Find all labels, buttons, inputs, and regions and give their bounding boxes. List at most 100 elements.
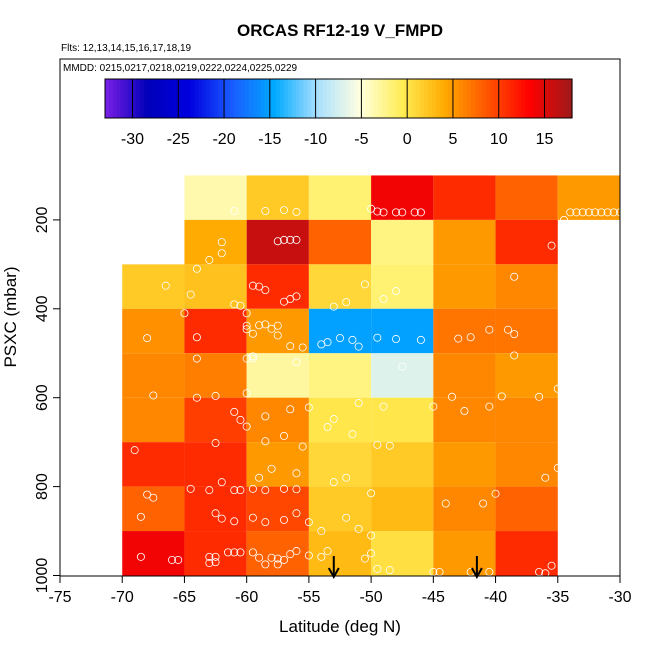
arrow-marker-0 xyxy=(327,556,340,580)
colorbar-tick-label-1: -25 xyxy=(167,131,190,148)
colorbar-segment-82 xyxy=(424,79,429,118)
data-point-54 xyxy=(242,325,251,334)
colorbar-segment-80 xyxy=(416,79,421,118)
colorbar-segment-25 xyxy=(202,79,207,118)
data-point-174 xyxy=(273,560,282,569)
data-point-99 xyxy=(385,441,394,450)
data-point-44 xyxy=(255,321,264,330)
data-point-102 xyxy=(211,439,220,448)
colorbar-segment-26 xyxy=(206,79,211,118)
colorbar-segment-58 xyxy=(330,79,336,118)
data-point-117 xyxy=(248,484,257,493)
heatmap-cell-48 xyxy=(122,486,185,532)
heatmap-cell-61 xyxy=(495,531,558,576)
data-point-23 xyxy=(286,235,295,244)
colorbar-segment-19 xyxy=(178,79,184,118)
colorbar-segment-93 xyxy=(466,79,472,118)
data-point-17 xyxy=(597,208,606,217)
heatmap-cell-58 xyxy=(308,531,372,576)
heatmap-cell-27 xyxy=(122,353,185,398)
colorbar-segment-16 xyxy=(167,79,172,118)
y-axis: 200 400 600 800 1000 xyxy=(34,206,60,593)
data-point-29 xyxy=(510,272,519,281)
data-point-90 xyxy=(230,407,239,416)
data-point-161 xyxy=(317,552,326,561)
colorbar-segment-115 xyxy=(552,79,558,118)
data-point-126 xyxy=(367,489,376,498)
data-point-151 xyxy=(230,548,239,557)
heatmap-cell-9 xyxy=(308,219,372,265)
colorbar-segment-8 xyxy=(136,79,141,118)
data-point-80 xyxy=(553,384,562,393)
colorbar-segment-71 xyxy=(381,79,386,118)
heatmap-cell-32 xyxy=(433,353,496,398)
data-point-123 xyxy=(292,469,301,478)
colorbar-segment-56 xyxy=(322,79,328,118)
colorbar-segment-73 xyxy=(389,79,394,118)
data-point-0 xyxy=(230,207,239,216)
data-point-78 xyxy=(292,358,301,367)
colorbar-tick-label-7: 5 xyxy=(449,131,458,148)
data-point-79 xyxy=(398,362,407,371)
colorbar-segment-46 xyxy=(284,79,289,118)
data-point-59 xyxy=(298,343,307,352)
data-point-16 xyxy=(591,208,600,217)
colorbar-segment-29 xyxy=(217,79,223,118)
colorbar-segment-24 xyxy=(198,79,203,118)
colorbar-tick-label-6: 0 xyxy=(403,131,412,148)
x-axis-label: Latitude (deg N) xyxy=(279,617,401,636)
data-point-42 xyxy=(180,309,189,318)
colorbar-segment-32 xyxy=(229,79,235,118)
colorbar-segment-86 xyxy=(439,79,445,118)
colorbar-segment-22 xyxy=(190,79,196,118)
colorbar-segment-6 xyxy=(128,79,133,118)
colorbar-segment-39 xyxy=(256,79,262,118)
heatmap-cell-35 xyxy=(184,397,247,443)
colorbar-segment-108 xyxy=(525,79,530,118)
data-point-67 xyxy=(416,335,425,344)
heatmap-cell-6 xyxy=(557,175,620,220)
colorbar-segment-70 xyxy=(377,79,382,118)
colorbar-segment-92 xyxy=(463,79,468,118)
data-point-104 xyxy=(261,437,270,446)
heatmap-cell-10 xyxy=(371,219,434,265)
heatmap-cell-45 xyxy=(371,442,434,487)
colorbar-segment-69 xyxy=(373,79,379,118)
data-point-31 xyxy=(161,281,170,290)
x-tick-label-1: -70 xyxy=(111,589,134,606)
colorbar-segment-7 xyxy=(132,79,137,118)
colorbar-segment-109 xyxy=(529,79,534,118)
plot-frame xyxy=(59,58,621,577)
heatmap-cell-42 xyxy=(184,442,247,487)
colorbar-segment-9 xyxy=(140,79,145,118)
data-point-113 xyxy=(205,486,214,495)
colorbar-segment-111 xyxy=(536,79,542,118)
colorbar-segment-118 xyxy=(564,79,569,118)
data-point-177 xyxy=(205,559,214,568)
colorbar-segment-50 xyxy=(299,79,305,118)
heatmap-cell-38 xyxy=(371,397,434,443)
colorbar-segment-37 xyxy=(248,79,254,118)
heatmap-cell-51 xyxy=(308,486,372,532)
heatmap-cell-49 xyxy=(184,486,247,532)
heatmap-cell-5 xyxy=(495,175,558,220)
data-point-91 xyxy=(236,415,245,424)
data-point-158 xyxy=(286,550,295,559)
data-point-50 xyxy=(379,295,388,304)
colorbar-segment-83 xyxy=(428,79,433,118)
heatmap-cell-52 xyxy=(371,486,434,532)
colorbar-segment-1 xyxy=(108,79,114,118)
data-point-76 xyxy=(248,354,257,363)
data-point-166 xyxy=(385,566,394,575)
data-point-101 xyxy=(130,446,139,455)
colorbar-segment-49 xyxy=(295,79,301,118)
data-point-71 xyxy=(503,325,512,334)
heatmap-cell-39 xyxy=(433,397,496,443)
colorbar-segment-5 xyxy=(124,79,129,118)
colorbar-segment-38 xyxy=(252,79,258,118)
data-point-9 xyxy=(410,208,419,217)
data-point-12 xyxy=(566,208,575,217)
data-point-89 xyxy=(535,392,544,401)
colorbar-segment-4 xyxy=(120,79,126,118)
colorbar-tick-label-5: -5 xyxy=(354,131,368,148)
